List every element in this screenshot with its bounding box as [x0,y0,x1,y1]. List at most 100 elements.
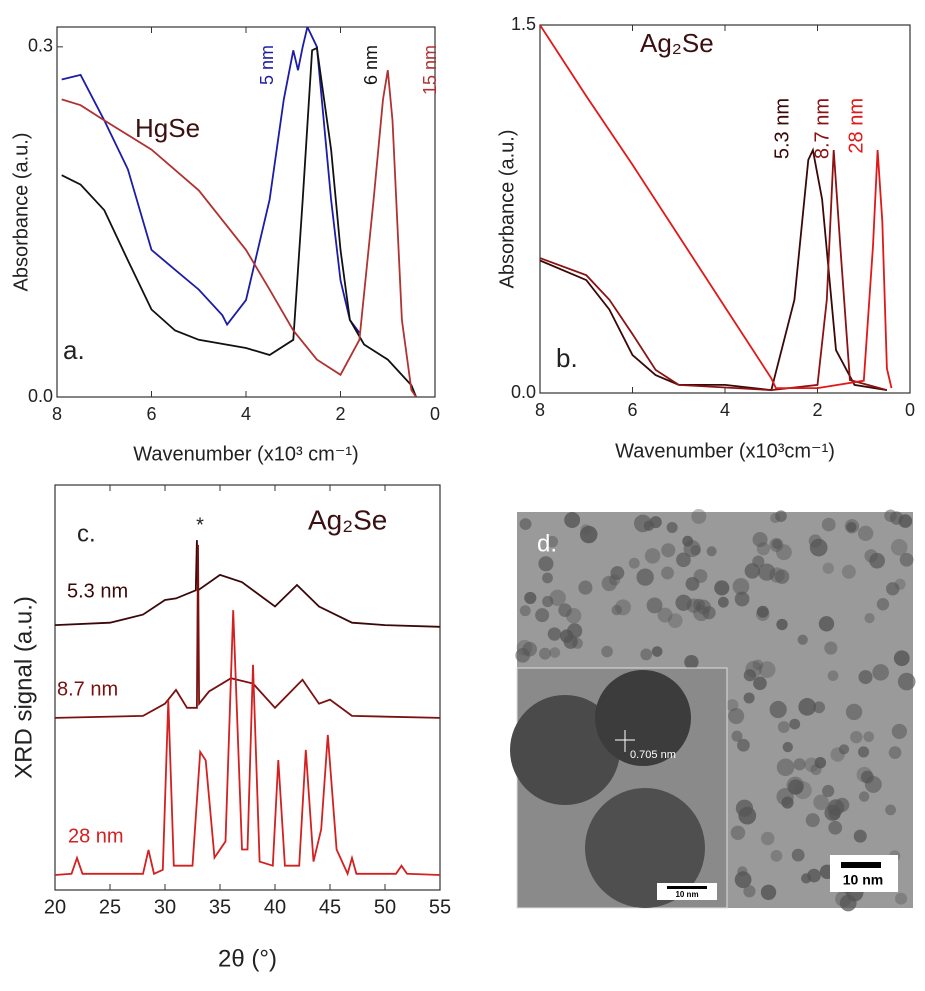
series-label: 6 nm [361,45,381,85]
nanoparticle [538,556,554,572]
x-axis-label: 2θ (°) [218,945,277,972]
series-label: 28 nm [68,825,124,847]
nanoparticle [857,525,874,542]
nanoparticle [547,627,562,641]
nanoparticle [565,607,582,624]
nanoparticles [515,508,916,912]
nanoparticle [777,721,790,733]
nanoparticle [691,508,707,524]
nanoparticle [752,659,764,671]
nanoparticle [702,606,716,620]
series-label: 8.7 nm [57,678,118,700]
nanoparticle [666,521,678,533]
nanoparticle [661,543,676,558]
y-tick-label: 0.3 [28,36,53,56]
series-label: 8.7 nm [811,98,833,159]
series-label: 5.3 nm [67,580,128,602]
nanoparticle [786,776,805,795]
nanoparticle [895,892,908,905]
nanoparticle [717,596,729,608]
nanoparticle [667,613,683,629]
nanoparticle [776,618,788,631]
nanoparticle [706,546,717,557]
y-tick-label: 1.5 [511,14,536,34]
nanoparticle [745,660,763,678]
plot-frame [539,24,911,394]
nanoparticle [646,597,663,614]
nanoparticle [798,698,817,716]
nanoparticle [760,884,777,900]
nanoparticle [611,604,622,616]
nanoparticle [801,873,812,884]
nanoparticle [824,641,838,655]
nanoparticle [835,890,852,907]
nanoparticle [845,703,863,721]
nanoparticle [734,591,750,607]
nanoparticle [821,517,836,532]
nanoparticle [758,563,776,581]
nanoparticle [828,808,841,821]
nanoparticle [684,654,699,670]
series-line [61,27,361,334]
nanoparticle [893,650,910,667]
nanoparticle [661,566,674,580]
nanoparticle [857,746,870,758]
x-tick-label: 50 [374,896,396,918]
nanoparticle [601,645,613,658]
nanoparticle [797,634,808,645]
x-axis-label: Wavenumber (x10³ cm⁻¹) [133,443,358,465]
y-axis-label: Absorbance (a.u.) [10,133,32,292]
x-tick-label: 8 [535,400,545,420]
x-tick-label: 0 [905,400,915,420]
particle [595,670,691,766]
nanoparticle [564,511,581,528]
material-label: HgSe [135,113,200,143]
nanoparticle [897,672,916,691]
nanoparticle [756,605,769,618]
nanoparticle [774,569,790,584]
nanoparticle [734,871,752,889]
panel-label: a. [63,335,85,365]
nanoparticle [657,607,673,623]
nanoparticle [858,791,870,802]
nanoparticle [649,516,662,529]
nanoparticle [579,525,598,544]
nanoparticle [728,707,745,725]
scale-bar [841,862,881,868]
nanoparticle [775,544,792,561]
nanoparticle [827,670,839,682]
y-tick-label: 0.0 [511,382,536,402]
nanoparticle [735,799,754,817]
nanoparticle [771,538,782,550]
plot-frame [54,484,441,891]
x-tick-label: 30 [154,896,176,918]
nanoparticle [732,578,750,595]
nanoparticle [886,582,900,596]
nanoparticle [888,746,902,759]
nanoparticle [730,825,746,841]
x-tick-label: 45 [319,896,341,918]
nanoparticle [535,608,550,623]
nanoparticle [846,522,857,533]
nanoparticle [737,738,750,752]
nanoparticle [539,647,551,660]
inset-scale-label: 10 nm [675,890,698,899]
nanoparticle [675,594,692,611]
series-line [55,544,440,719]
nanoparticle [885,804,896,816]
micrograph: 0.705 nm 10 nm 10 nm d. [510,508,916,912]
nanoparticle [522,641,537,657]
nanoparticle [558,603,572,617]
nanoparticle [549,647,561,658]
nanoparticle [793,781,812,800]
nanoparticle [876,598,890,611]
nanoparticle [891,723,907,740]
x-tick-label: 0 [430,404,440,424]
nanoparticle [776,758,795,777]
nanoparticle [640,648,653,661]
y-axis-label: Absorbance (a.u.) [496,130,518,289]
nanoparticle [898,514,913,528]
x-tick-label: 6 [146,404,156,424]
nanoparticle [770,849,783,862]
